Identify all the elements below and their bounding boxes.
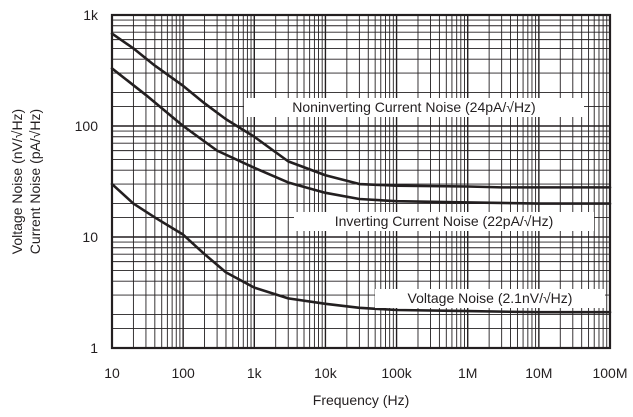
x-axis-title: Frequency (Hz): [313, 392, 409, 408]
x-tick-label: 10M: [525, 365, 552, 381]
x-tick-label: 1M: [458, 365, 477, 381]
plot-frame: [110, 13, 612, 350]
label-voltage-noise: Voltage Noise (2.1nV/√Hz): [408, 290, 573, 306]
voltage-noise-line: [110, 182, 612, 314]
label-inverting-current-noise: Inverting Current Noise (22pA/√Hz): [335, 213, 554, 229]
x-tick-label: 10: [104, 365, 120, 381]
label-voltage-noise-background: [375, 289, 605, 308]
x-tick-label: 100M: [592, 365, 627, 381]
y-tick-label: 10: [82, 229, 98, 245]
inverting-current-noise-line: [110, 67, 612, 205]
x-tick-label: 1k: [247, 365, 263, 381]
y-tick-label: 100: [75, 118, 99, 134]
series-lines: [110, 32, 612, 314]
x-tick-label: 10k: [314, 365, 338, 381]
series-labels: Noninverting Current Noise (24pA/√Hz) Inv…: [244, 98, 605, 308]
y-axis-title-voltage: Voltage Noise (nV/√Hz): [9, 109, 25, 254]
label-noninverting-current-noise-background: [244, 98, 584, 117]
x-tick-label: 100k: [381, 365, 412, 381]
label-inverting-current-noise-background: [294, 212, 594, 231]
label-noninverting-current-noise: Noninverting Current Noise (24pA/√Hz): [292, 99, 535, 115]
y-tick-label: 1k: [83, 7, 99, 23]
y-axis-title-current: Current Noise (pA/√Hz): [27, 109, 43, 254]
noninverting-current-noise-line: [110, 32, 612, 189]
x-tick-label: 100: [171, 365, 195, 381]
y-tick-label: 1: [90, 340, 98, 356]
tick-labels: 10 100 1k 10k 100k 1M 10M 100M 1 10 100 1k: [75, 7, 628, 381]
